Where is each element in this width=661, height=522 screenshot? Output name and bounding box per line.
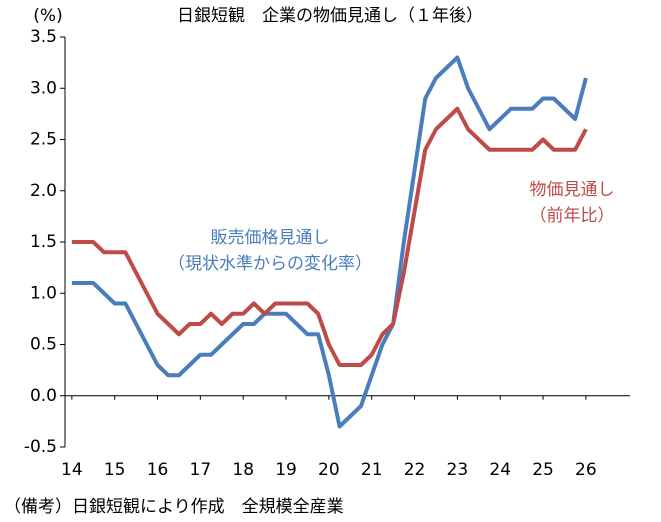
x-tick-label: 19 bbox=[275, 460, 297, 480]
series-label: 販売価格見通し bbox=[211, 228, 330, 248]
y-tick-label: 1.5 bbox=[30, 232, 57, 252]
y-tick-label: 2.0 bbox=[30, 181, 57, 201]
y-tick-label: 0.0 bbox=[30, 386, 57, 406]
y-tick-label: 3.5 bbox=[30, 27, 57, 47]
series-line bbox=[71, 55, 588, 429]
x-tick-label: 23 bbox=[447, 460, 469, 480]
series-label-note: （現状水準からの変化率） bbox=[168, 254, 372, 274]
x-tick-label: 16 bbox=[147, 460, 169, 480]
x-tick-label: 25 bbox=[532, 460, 554, 480]
series-label: 物価見通し bbox=[530, 180, 615, 200]
chart-title: 日銀短観 企業の物価見通し（１年後） bbox=[177, 6, 483, 26]
x-tick-label: 20 bbox=[318, 460, 340, 480]
x-tick-label: 21 bbox=[361, 460, 383, 480]
x-tick-label: 17 bbox=[190, 460, 212, 480]
x-tick-label: 15 bbox=[104, 460, 126, 480]
series-label-note: （前年比） bbox=[530, 206, 615, 226]
x-tick-label: 24 bbox=[489, 460, 511, 480]
x-tick-label: 18 bbox=[232, 460, 254, 480]
y-tick-label: 1.0 bbox=[30, 283, 57, 303]
y-tick-label: -0.5 bbox=[24, 437, 57, 457]
y-tick-label: 3.0 bbox=[30, 78, 57, 98]
y-tick-label: 2.5 bbox=[30, 130, 57, 150]
x-tick-label: 14 bbox=[61, 460, 83, 480]
y-tick-label: 0.5 bbox=[30, 335, 57, 355]
series-line bbox=[71, 106, 588, 367]
y-axis-label: (%) bbox=[33, 6, 62, 26]
x-tick-label: 22 bbox=[404, 460, 426, 480]
x-tick-label: 26 bbox=[575, 460, 597, 480]
note: （備考）日銀短観により作成 全規模全産業 bbox=[4, 497, 344, 517]
